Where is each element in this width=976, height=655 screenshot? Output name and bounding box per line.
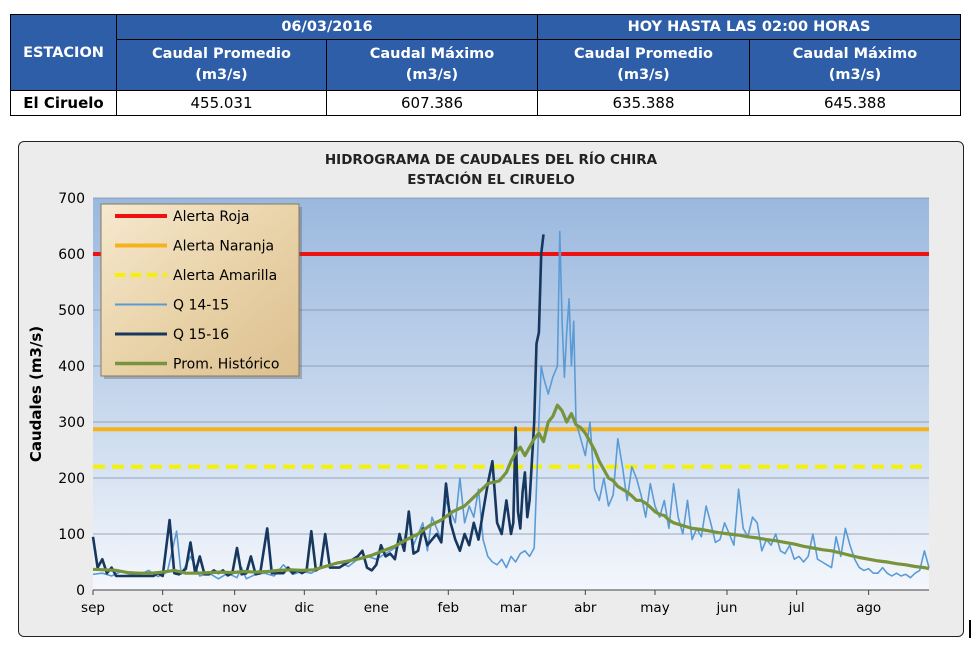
group-header-today: HOY HASTA LAS 02:00 HORAS — [537, 14, 961, 40]
x-tick-label: sep — [81, 600, 105, 616]
flow-summary-table: ESTACION 06/03/2016 HOY HASTA LAS 02:00 … — [10, 14, 961, 116]
x-tick-label: jul — [788, 600, 805, 616]
chart-subtitle: ESTACIÓN EL CIRUELO — [407, 170, 575, 188]
y-tick-label: 500 — [58, 303, 85, 319]
value-cell: 635.388 — [537, 90, 750, 116]
value-cell: 455.031 — [116, 90, 327, 116]
x-tick-label: oct — [152, 600, 173, 616]
legend-label: Q 14-15 — [173, 298, 229, 314]
legend-box — [100, 203, 300, 377]
y-axis-label: Caudales (m3/s) — [27, 326, 45, 462]
col-header-line: Caudal Promedio — [574, 46, 713, 62]
series-lines — [91, 230, 930, 580]
x-tick-label: ene — [364, 600, 389, 616]
col-header-line: Caudal Máximo — [369, 46, 495, 62]
x-tick-label: mar — [500, 600, 527, 616]
legend-label: Alerta Roja — [173, 209, 250, 225]
col-header-max-flow: Caudal Máximo (m3/s) — [749, 39, 961, 91]
col-header-avg-flow: Caudal Promedio (m3/s) — [116, 39, 327, 91]
edge-marker — [969, 620, 971, 638]
table-row: El Ciruelo 455.031 607.386 635.388 645.3… — [10, 90, 961, 116]
x-tick-label: dic — [294, 600, 314, 616]
value-cell: 607.386 — [326, 90, 538, 116]
x-tick-label: feb — [437, 600, 459, 616]
x-tick-label: nov — [222, 600, 247, 616]
x-tick-label: may — [640, 600, 669, 616]
chart-frame: 0 100 200 300 400 500 600 700 sep oct nov dic ene feb… — [18, 141, 964, 637]
y-tick-label: 600 — [58, 247, 85, 263]
series-line — [92, 403, 930, 575]
group-header-date: 06/03/2016 — [116, 14, 538, 40]
col-header-max-flow: Caudal Máximo (m3/s) — [326, 39, 538, 91]
y-tick-label: 400 — [58, 359, 85, 375]
y-tick-label: 300 — [58, 415, 85, 431]
x-tick-label: abr — [574, 600, 597, 616]
col-header-line: Caudal Máximo — [792, 46, 918, 62]
y-tick-label: 700 — [58, 191, 85, 207]
value-cell: 645.388 — [749, 90, 961, 116]
y-tick-label: 0 — [76, 583, 85, 599]
y-tick-label: 200 — [58, 471, 85, 487]
axis-ticks: 0 100 200 300 400 500 600 700 sep oct nov dic ene feb… — [58, 191, 881, 616]
x-tick-label: ago — [856, 600, 881, 616]
chart-legend: Alerta Roja Alerta Naranja Alerta Amarilla… — [100, 203, 302, 379]
x-tick-label: jun — [716, 600, 738, 616]
col-header-avg-flow: Caudal Promedio (m3/s) — [537, 39, 750, 91]
col-header-unit: (m3/s) — [405, 67, 459, 83]
station-name-cell: El Ciruelo — [10, 90, 117, 116]
chart-title: HIDROGRAMA DE CAUDALES DEL RÍO CHIRA — [325, 151, 658, 168]
col-header-line: Caudal Promedio — [152, 46, 291, 62]
station-header: ESTACION — [10, 14, 117, 91]
hydrograph-chart: 0 100 200 300 400 500 600 700 sep oct nov dic ene feb… — [27, 151, 930, 616]
legend-label: Prom. Histórico — [173, 357, 279, 373]
legend-label: Alerta Amarilla — [173, 268, 277, 284]
col-header-unit: (m3/s) — [195, 67, 248, 83]
legend-label: Alerta Naranja — [173, 239, 274, 255]
col-header-unit: (m3/s) — [617, 67, 670, 83]
legend-label: Q 15-16 — [173, 327, 229, 343]
y-tick-label: 100 — [58, 527, 85, 543]
col-header-unit: (m3/s) — [828, 67, 882, 83]
